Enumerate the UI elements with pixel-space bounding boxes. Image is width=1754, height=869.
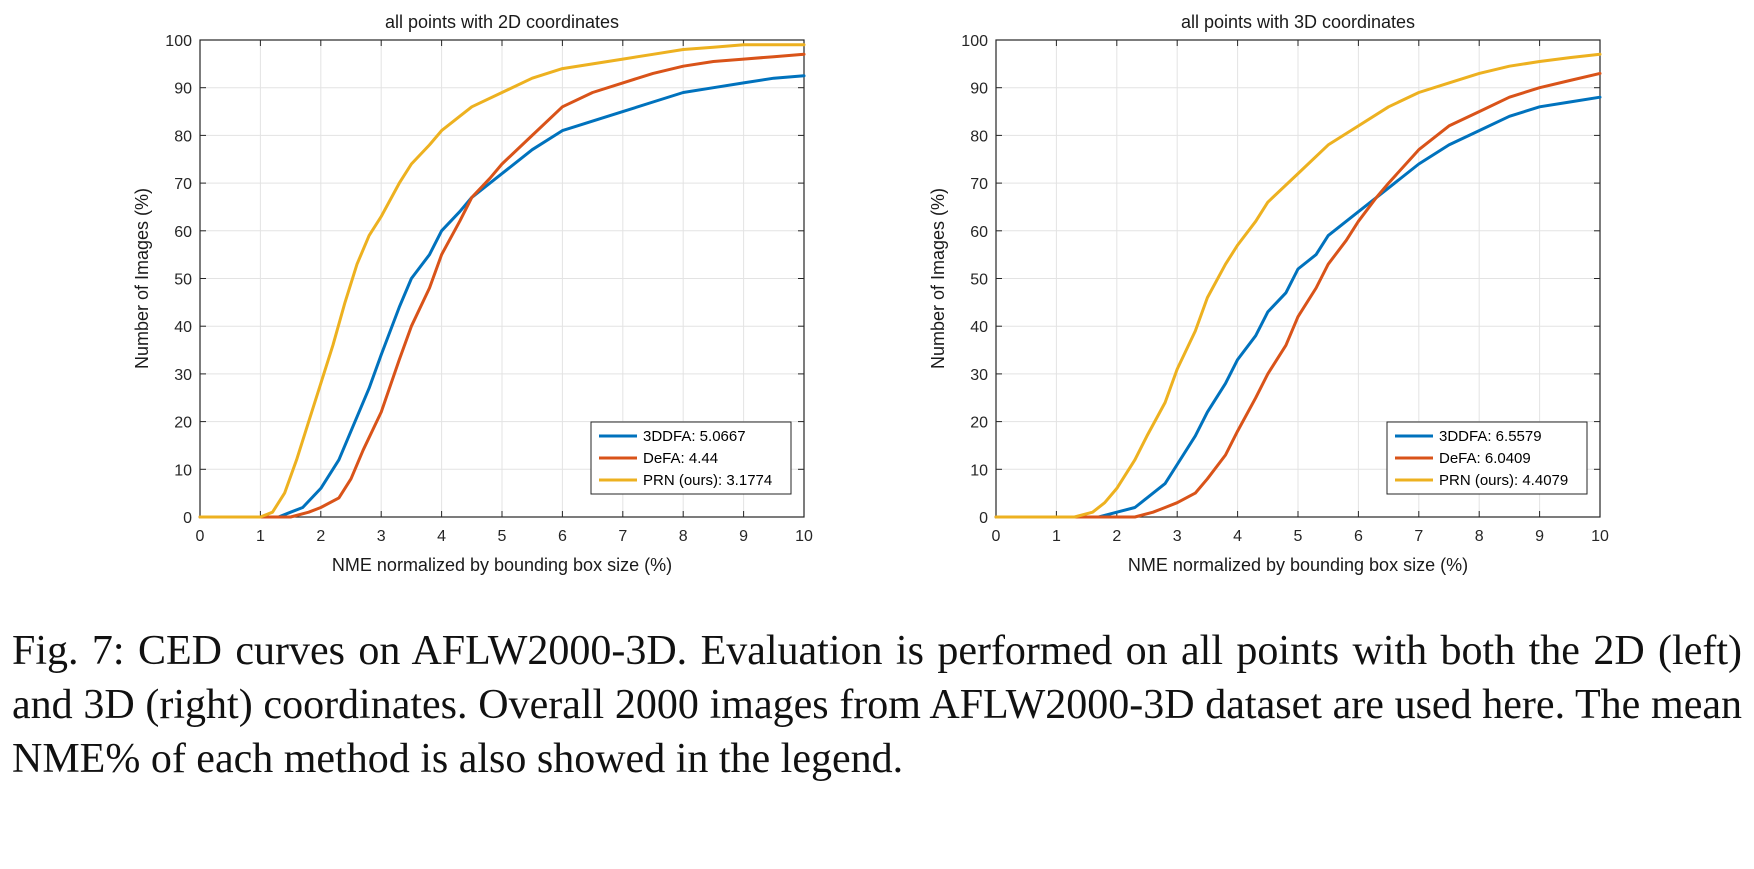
x-tick-label: 10 bbox=[1591, 528, 1609, 545]
x-tick-label: 2 bbox=[1112, 528, 1121, 545]
series-line-3 bbox=[198, 43, 806, 519]
y-tick-label: 20 bbox=[174, 415, 192, 432]
y-tick-label: 0 bbox=[979, 510, 988, 527]
y-tick-label: 100 bbox=[961, 33, 988, 50]
legend-entry-3: PRN (ours): 3.1774 bbox=[643, 472, 772, 489]
x-tick-label: 10 bbox=[795, 528, 813, 545]
series-line-2 bbox=[198, 52, 806, 519]
x-tick-label: 2 bbox=[316, 528, 325, 545]
y-tick-label: 50 bbox=[970, 272, 988, 289]
legend-entry-3: PRN (ours): 4.4079 bbox=[1439, 472, 1568, 489]
y-tick-label: 80 bbox=[970, 128, 988, 145]
x-tick-label: 9 bbox=[1535, 528, 1544, 545]
y-tick-label: 30 bbox=[174, 367, 192, 384]
x-tick-label: 9 bbox=[739, 528, 748, 545]
y-tick-label: 0 bbox=[183, 510, 192, 527]
y-tick-label: 10 bbox=[174, 462, 192, 479]
legend-entry-2: DeFA: 4.44 bbox=[643, 450, 718, 467]
x-tick-label: 0 bbox=[196, 528, 205, 545]
legend-entry-1: 3DDFA: 5.0667 bbox=[643, 428, 746, 445]
y-tick-label: 20 bbox=[970, 415, 988, 432]
y-tick-label: 40 bbox=[174, 319, 192, 336]
y-tick-label: 90 bbox=[970, 81, 988, 98]
figure-caption: Fig. 7: CED curves on AFLW2000-3D. Evalu… bbox=[12, 628, 1742, 782]
x-tick-label: 5 bbox=[1294, 528, 1303, 545]
y-axis-label: Number of Images (%) bbox=[132, 188, 152, 369]
x-tick-label: 0 bbox=[992, 528, 1001, 545]
y-tick-label: 50 bbox=[174, 272, 192, 289]
y-tick-label: 60 bbox=[970, 224, 988, 241]
x-tick-label: 4 bbox=[437, 528, 446, 545]
chart-title: all points with 2D coordinates bbox=[385, 12, 619, 32]
x-tick-label: 4 bbox=[1233, 528, 1242, 545]
legend-entry-1: 3DDFA: 6.5579 bbox=[1439, 428, 1542, 445]
legend: 3DDFA: 6.5579 DeFA: 6.0409 PRN (ours): 4.4… bbox=[1386, 421, 1588, 495]
x-axis-label: NME normalized by bounding box size (%) bbox=[1128, 555, 1468, 575]
series-line-1 bbox=[198, 74, 806, 519]
x-axis-label: NME normalized by bounding box size (%) bbox=[332, 555, 672, 575]
x-tick-label: 6 bbox=[1354, 528, 1363, 545]
legend: 3DDFA: 5.0667 DeFA: 4.44 PRN (ours): 3.177… bbox=[590, 421, 792, 495]
x-tick-label: 8 bbox=[679, 528, 688, 545]
series-line-3 bbox=[994, 52, 1602, 519]
x-tick-label: 5 bbox=[498, 528, 507, 545]
y-tick-label: 100 bbox=[165, 33, 192, 50]
x-tick-label: 7 bbox=[618, 528, 627, 545]
y-tick-label: 80 bbox=[174, 128, 192, 145]
legend-entry-2: DeFA: 6.0409 bbox=[1439, 450, 1531, 467]
y-axis-label: Number of Images (%) bbox=[928, 188, 948, 369]
x-tick-label: 3 bbox=[377, 528, 386, 545]
y-tick-label: 30 bbox=[970, 367, 988, 384]
y-tick-label: 40 bbox=[970, 319, 988, 336]
x-tick-label: 3 bbox=[1173, 528, 1182, 545]
y-tick-label: 70 bbox=[970, 176, 988, 193]
x-tick-label: 1 bbox=[256, 528, 265, 545]
series-line-1 bbox=[994, 95, 1602, 519]
figure: 0 1 2 3 4 5 6 7 8 9 10 0 10 20 30 40 50 60 70 80 90 100 all po… bbox=[132, 12, 1609, 575]
y-tick-label: 90 bbox=[174, 81, 192, 98]
y-tick-label: 70 bbox=[174, 176, 192, 193]
x-tick-label: 6 bbox=[558, 528, 567, 545]
x-tick-label: 1 bbox=[1052, 528, 1061, 545]
chart-title: all points with 3D coordinates bbox=[1181, 12, 1415, 32]
y-tick-label: 60 bbox=[174, 224, 192, 241]
y-tick-label: 10 bbox=[970, 462, 988, 479]
series-line-2 bbox=[994, 71, 1602, 519]
x-tick-label: 8 bbox=[1475, 528, 1484, 545]
x-tick-label: 7 bbox=[1414, 528, 1423, 545]
